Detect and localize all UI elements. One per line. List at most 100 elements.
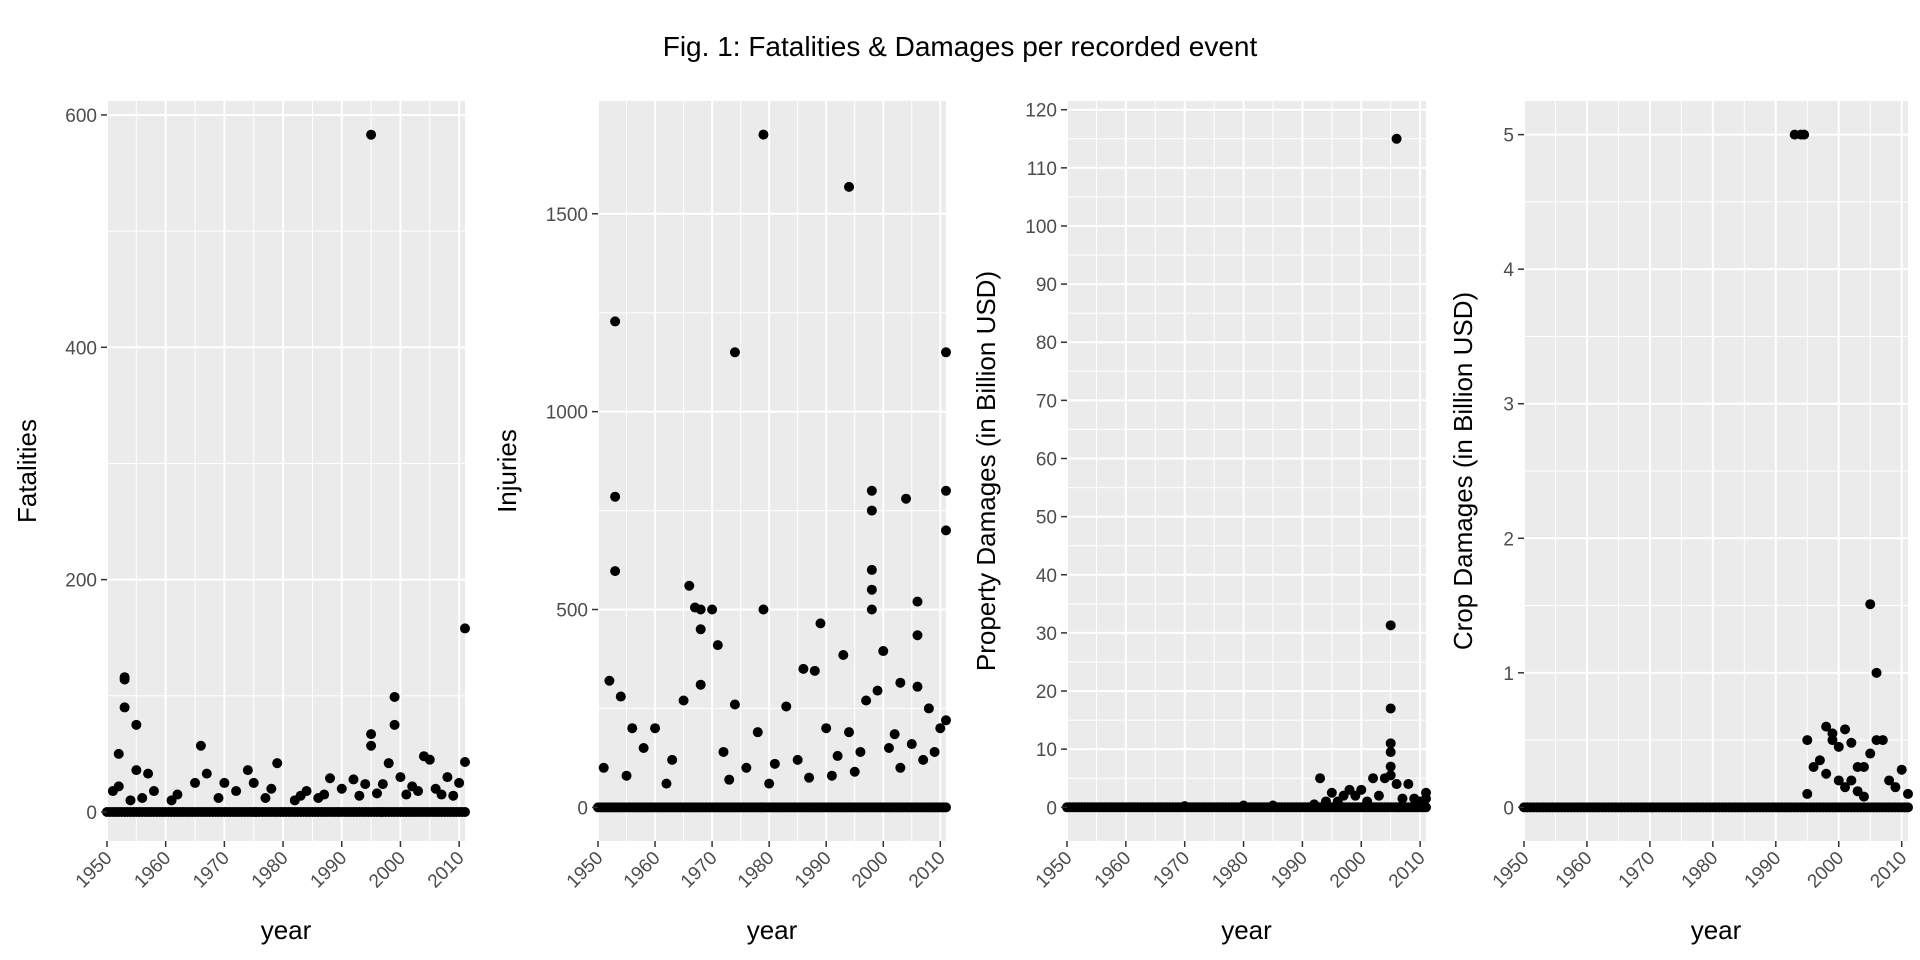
x-tick-label: 1960 (1552, 848, 1597, 893)
x-tick-label: 1980 (248, 848, 293, 893)
data-point (844, 181, 855, 192)
data-point (929, 746, 940, 757)
x-axis-title: year (1691, 915, 1742, 945)
data-point (448, 790, 459, 801)
data-point (610, 491, 621, 502)
chart-panel-1: 0 200 400 600 1950 1960 1970 1980 1990 2000 2010 ye… (12, 101, 470, 945)
y-tick-label: 50 (1036, 508, 1057, 529)
data-point (861, 695, 872, 706)
data-point (137, 793, 148, 804)
y-tick-label: 0 (1046, 798, 1057, 819)
x-tick-label: 2010 (1866, 848, 1911, 893)
x-tick-label: 1990 (1267, 848, 1312, 893)
y-tick-label: 5 (1503, 126, 1514, 147)
x-tick-label: 1960 (130, 848, 175, 893)
data-point (1315, 773, 1326, 784)
data-point (389, 719, 400, 730)
x-tick-label: 2000 (1326, 848, 1371, 893)
data-point (604, 675, 615, 686)
y-tick-label: 20 (1036, 682, 1057, 703)
data-point (906, 739, 917, 750)
x-tick-label: 2000 (848, 848, 893, 893)
y-axis-title: Fatalities (12, 419, 42, 523)
data-point (832, 750, 843, 761)
data-point (1846, 775, 1857, 786)
data-point (844, 727, 855, 738)
data-point (621, 770, 632, 781)
data-point (413, 786, 424, 797)
data-point (866, 505, 877, 516)
y-tick-label: 2 (1503, 529, 1514, 550)
data-point (148, 786, 159, 797)
figure-title: Fig. 1: Fatalities & Damages per recorde… (663, 31, 1258, 62)
data-point (272, 758, 283, 769)
data-point (424, 754, 435, 765)
y-tick-label: 200 (65, 571, 97, 592)
data-point (219, 777, 230, 788)
data-point (1379, 773, 1390, 784)
data-point (1397, 793, 1408, 804)
x-axis-title: year (1221, 915, 1272, 945)
x-tick-label: 1980 (1208, 848, 1253, 893)
data-point (213, 793, 224, 804)
data-point (758, 129, 769, 140)
plot-background (107, 101, 465, 841)
data-point (1833, 741, 1844, 752)
x-tick-label: 1950 (1489, 848, 1534, 893)
data-point (354, 790, 365, 801)
data-point (718, 746, 729, 757)
x-tick-label: 1960 (620, 848, 665, 893)
data-point (383, 758, 394, 769)
data-point (815, 618, 826, 629)
data-point (941, 347, 951, 358)
data-point (395, 772, 406, 783)
y-tick-label: 70 (1036, 391, 1057, 412)
data-point (131, 719, 142, 730)
data-point (866, 604, 877, 615)
data-point (798, 663, 809, 674)
data-point (712, 640, 723, 651)
data-point (1865, 748, 1876, 759)
data-point (610, 566, 621, 577)
data-point (678, 695, 689, 706)
data-point (792, 754, 803, 765)
data-point (615, 691, 626, 702)
data-point (107, 786, 118, 797)
data-point (1896, 764, 1907, 775)
data-point (667, 754, 678, 765)
data-point (638, 743, 649, 754)
y-tick-label: 30 (1036, 624, 1057, 645)
x-tick-label: 1960 (1091, 848, 1136, 893)
data-point (1385, 620, 1396, 631)
x-tick-label: 1970 (1149, 848, 1194, 893)
data-point (1391, 779, 1402, 790)
data-point (741, 762, 752, 773)
data-point (758, 604, 769, 615)
x-axis-title: year (261, 915, 312, 945)
data-point (313, 793, 324, 804)
data-point (336, 783, 347, 794)
data-point (401, 789, 412, 800)
data-point (895, 677, 906, 688)
data-point (1865, 599, 1876, 610)
x-tick-label: 1950 (1032, 848, 1077, 893)
y-tick-label: 40 (1036, 566, 1057, 587)
data-point (1821, 721, 1832, 732)
x-tick-label: 2000 (1804, 848, 1849, 893)
data-point (460, 623, 470, 634)
x-tick-label: 1990 (307, 848, 352, 893)
chart-panel-2: 0 500 1000 1500 1950 1960 1970 1980 1990 2000 2010… (492, 101, 951, 945)
data-point (724, 774, 735, 785)
data-point (889, 729, 900, 740)
data-point (1421, 802, 1431, 813)
data-point (1385, 747, 1396, 758)
y-tick-label: 60 (1036, 450, 1057, 471)
data-point (436, 789, 447, 800)
data-point (454, 777, 465, 788)
chart-panel-3: 0 10 20 30 40 50 60 70 80 90 100 110 120 1950 1960 1970… (971, 101, 1431, 945)
data-point (809, 665, 820, 676)
data-point (1858, 791, 1869, 802)
data-point (627, 723, 638, 734)
x-tick-label: 1990 (791, 848, 836, 893)
x-tick-label: 2000 (365, 848, 410, 893)
